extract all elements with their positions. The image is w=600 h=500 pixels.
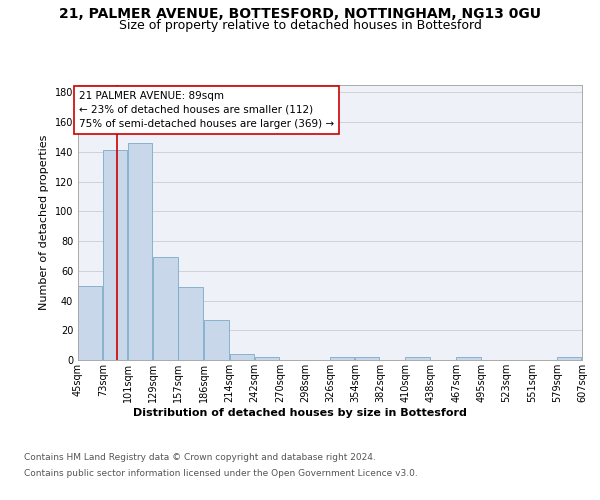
Bar bbox=[457, 357, 481, 360]
Bar bbox=[128, 143, 152, 360]
Text: Contains HM Land Registry data © Crown copyright and database right 2024.: Contains HM Land Registry data © Crown c… bbox=[24, 452, 376, 462]
Text: 21 PALMER AVENUE: 89sqm
← 23% of detached houses are smaller (112)
75% of semi-d: 21 PALMER AVENUE: 89sqm ← 23% of detache… bbox=[79, 91, 334, 129]
Bar bbox=[103, 150, 127, 360]
Bar bbox=[254, 357, 279, 360]
Bar bbox=[205, 320, 229, 360]
Text: Distribution of detached houses by size in Bottesford: Distribution of detached houses by size … bbox=[133, 408, 467, 418]
Bar bbox=[557, 357, 581, 360]
Text: 21, PALMER AVENUE, BOTTESFORD, NOTTINGHAM, NG13 0GU: 21, PALMER AVENUE, BOTTESFORD, NOTTINGHA… bbox=[59, 8, 541, 22]
Bar bbox=[406, 357, 430, 360]
Y-axis label: Number of detached properties: Number of detached properties bbox=[39, 135, 49, 310]
Bar bbox=[330, 357, 354, 360]
Bar bbox=[355, 357, 379, 360]
Bar bbox=[178, 287, 203, 360]
Bar bbox=[78, 286, 102, 360]
Bar bbox=[230, 354, 254, 360]
Text: Size of property relative to detached houses in Bottesford: Size of property relative to detached ho… bbox=[119, 19, 481, 32]
Bar bbox=[154, 258, 178, 360]
Text: Contains public sector information licensed under the Open Government Licence v3: Contains public sector information licen… bbox=[24, 469, 418, 478]
